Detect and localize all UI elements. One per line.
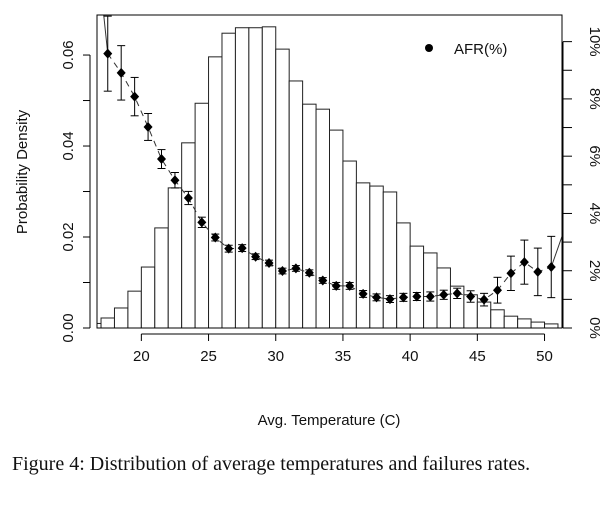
histogram-bar: [517, 318, 532, 329]
afr-point: [291, 263, 301, 274]
y2-tick-label: 4%: [586, 203, 603, 225]
histogram-bar: [423, 252, 438, 329]
afr-point: [318, 275, 328, 286]
afr-trend-line: [550, 236, 563, 268]
histogram-bar: [342, 160, 357, 329]
afr-point: [210, 232, 220, 243]
afr-point: [466, 291, 476, 302]
x-tick-label: 30: [267, 348, 284, 365]
histogram-bar: [100, 317, 115, 329]
afr-point: [372, 292, 382, 303]
afr-point: [103, 48, 113, 59]
histogram-bar: [355, 182, 371, 329]
histogram-bar: [261, 26, 277, 329]
histogram-chart: 20 25 30 35 40 45 50 0.00 0.02 0.04 0.06 0% 2% 4% 6%…: [14, 14, 603, 429]
y-tick-label: 0.02: [60, 222, 77, 251]
x-axis: 20 25 30 35 40 45 50: [133, 333, 553, 365]
afr-point: [345, 280, 355, 291]
afr-point: [358, 288, 368, 299]
y-axis: 0.00 0.02 0.04 0.06: [60, 40, 91, 343]
afr-point: [170, 175, 180, 186]
afr-point: [183, 192, 193, 203]
histogram-bar: [167, 187, 183, 329]
afr-point: [425, 291, 435, 302]
afr-point: [506, 268, 516, 279]
afr-point: [398, 292, 408, 303]
afr-point: [519, 257, 529, 268]
afr-point: [479, 294, 489, 305]
afr-point: [277, 266, 287, 277]
y2-tick-label: 8%: [586, 88, 603, 110]
afr-point: [130, 91, 140, 102]
afr-point: [157, 154, 167, 165]
histogram-bar: [221, 32, 236, 329]
y2-axis: 0% 2% 4% 6% 8% 10%: [562, 27, 603, 339]
afr-point: [331, 280, 341, 291]
afr-point: [492, 285, 502, 296]
afr-point: [439, 289, 449, 300]
afr-trend-line: [107, 53, 552, 301]
y2-tick-label: 0%: [586, 317, 603, 339]
legend: AFR(%): [425, 41, 507, 58]
histogram-bar: [181, 142, 196, 329]
legend-marker: [425, 44, 433, 52]
afr-point: [224, 243, 234, 254]
histogram-bar: [154, 227, 169, 329]
histogram-bar: [503, 315, 519, 329]
histogram-bar: [369, 185, 384, 329]
y-tick-label: 0.00: [60, 313, 77, 342]
y-axis-label: Probability Density: [14, 109, 31, 234]
histogram-bar: [329, 129, 344, 329]
afr-point: [533, 266, 543, 277]
histogram-bar: [382, 191, 398, 329]
afr-point: [412, 291, 422, 302]
histogram-bar: [96, 322, 102, 329]
histogram-bar: [194, 102, 210, 329]
x-tick-label: 20: [133, 348, 150, 365]
afr-series: [103, 14, 563, 307]
histogram-bar: [530, 321, 546, 329]
histogram-bar: [127, 290, 142, 329]
x-tick-label: 40: [402, 348, 419, 365]
histogram-bar: [396, 222, 411, 329]
afr-point: [197, 217, 207, 228]
plot-frame: [96, 14, 563, 329]
histogram-bar: [248, 27, 263, 329]
afr-point: [452, 288, 462, 299]
afr-point: [385, 294, 395, 305]
histogram-bar: [490, 309, 505, 329]
y-tick-label: 0.06: [60, 40, 77, 69]
x-tick-label: 45: [469, 348, 486, 365]
histogram-bars: [96, 26, 559, 329]
x-tick-label: 35: [335, 348, 352, 365]
y2-tick-label: 10%: [586, 27, 603, 57]
afr-point: [143, 121, 153, 132]
histogram-bar: [409, 245, 425, 329]
histogram-bar: [208, 56, 223, 329]
afr-point: [237, 243, 247, 254]
afr-point: [116, 67, 126, 78]
figure-caption: Figure 4: Distribution of average temper…: [12, 453, 531, 475]
histogram-bar: [113, 307, 129, 329]
y-tick-label: 0.04: [60, 131, 77, 160]
afr-point: [251, 251, 261, 262]
histogram-bar: [275, 48, 290, 329]
x-axis-label: Avg. Temperature (C): [258, 412, 401, 429]
legend-label: AFR(%): [454, 41, 507, 58]
histogram-bar: [544, 323, 559, 329]
histogram-bar: [234, 27, 250, 329]
y2-tick-label: 6%: [586, 145, 603, 167]
afr-point: [304, 267, 314, 278]
histogram-bar: [315, 108, 331, 329]
x-tick-label: 50: [536, 348, 553, 365]
histogram-bar: [302, 103, 317, 329]
histogram-bar: [140, 266, 156, 329]
y2-tick-label: 2%: [586, 260, 603, 282]
histogram-bar: [288, 80, 304, 329]
afr-trend-line: [103, 14, 109, 54]
x-tick-label: 25: [200, 348, 217, 365]
afr-point: [264, 257, 274, 268]
afr-point: [546, 262, 556, 273]
